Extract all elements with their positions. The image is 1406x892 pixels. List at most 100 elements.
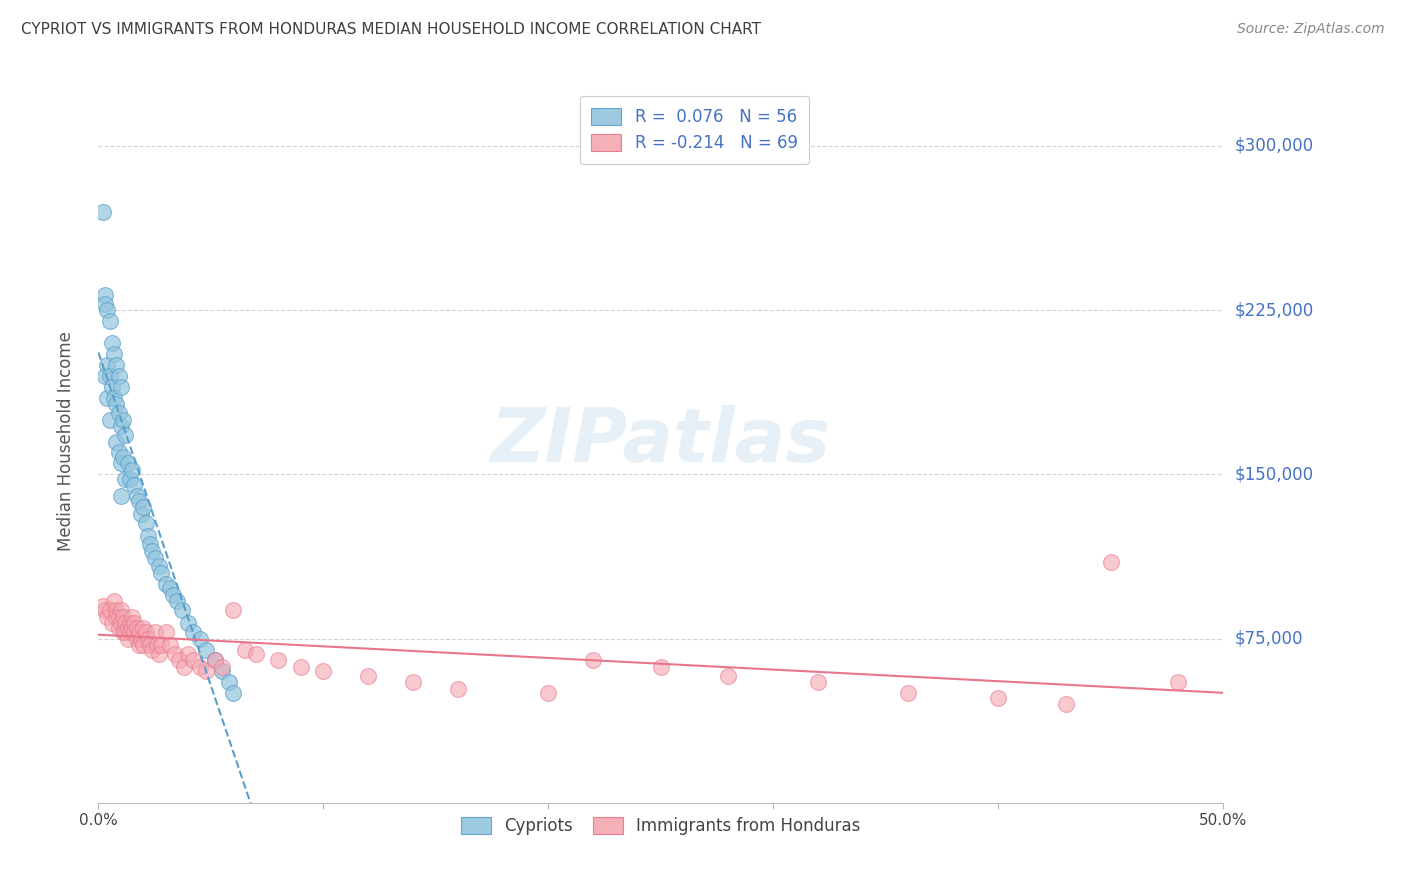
Point — [98, 314, 121, 328]
Point — [173, 660, 195, 674]
Point — [110, 457, 132, 471]
Point — [107, 609, 129, 624]
Point — [110, 489, 132, 503]
Point — [150, 638, 173, 652]
Point — [211, 660, 233, 674]
Point — [195, 642, 218, 657]
Point — [94, 603, 117, 617]
Point — [717, 669, 740, 683]
Y-axis label: Median Household Income: Median Household Income — [56, 332, 75, 551]
Point — [170, 603, 193, 617]
Point — [107, 406, 129, 420]
Point — [128, 625, 150, 640]
Point — [121, 463, 143, 477]
Point — [188, 632, 211, 646]
Legend: Cypriots, Immigrants from Honduras: Cypriots, Immigrants from Honduras — [451, 807, 870, 845]
Text: $75,000: $75,000 — [1234, 630, 1303, 648]
Point — [135, 516, 157, 530]
Point — [112, 609, 135, 624]
Point — [91, 204, 114, 219]
Point — [101, 380, 124, 394]
Point — [110, 603, 132, 617]
Point — [402, 675, 425, 690]
Point — [101, 336, 124, 351]
Point — [118, 625, 141, 640]
Point — [135, 625, 157, 640]
Point — [114, 428, 136, 442]
Point — [650, 660, 672, 674]
Point — [150, 566, 173, 580]
Point — [188, 660, 211, 674]
Point — [312, 665, 335, 679]
Point — [98, 368, 121, 383]
Point — [105, 358, 128, 372]
Point — [96, 358, 118, 372]
Point — [132, 621, 155, 635]
Point — [112, 450, 135, 464]
Point — [114, 616, 136, 631]
Point — [447, 681, 470, 696]
Point — [112, 625, 135, 640]
Point — [141, 544, 163, 558]
Point — [128, 493, 150, 508]
Point — [117, 621, 139, 635]
Point — [129, 632, 152, 646]
Point — [267, 653, 290, 667]
Point — [204, 653, 226, 667]
Point — [155, 577, 177, 591]
Point — [166, 594, 188, 608]
Point — [162, 588, 184, 602]
Text: $300,000: $300,000 — [1234, 137, 1313, 155]
Point — [987, 690, 1010, 705]
Point — [110, 616, 132, 631]
Point — [1099, 555, 1122, 569]
Point — [169, 653, 191, 667]
Point — [94, 368, 117, 383]
Point — [96, 609, 118, 624]
Point — [124, 625, 146, 640]
Point — [107, 368, 129, 383]
Point — [107, 445, 129, 459]
Point — [181, 653, 204, 667]
Point — [105, 603, 128, 617]
Point — [125, 632, 148, 646]
Point — [125, 621, 148, 635]
Point — [177, 647, 200, 661]
Point — [148, 647, 170, 661]
Point — [96, 391, 118, 405]
Point — [132, 500, 155, 515]
Point — [1054, 698, 1077, 712]
Point — [101, 616, 124, 631]
Point — [155, 625, 177, 640]
Point — [121, 621, 143, 635]
Point — [110, 380, 132, 394]
Point — [139, 638, 162, 652]
Point — [117, 457, 139, 471]
Point — [897, 686, 920, 700]
Point — [128, 638, 150, 652]
Point — [195, 665, 218, 679]
Point — [103, 391, 125, 405]
Point — [103, 347, 125, 361]
Text: ZIPatlas: ZIPatlas — [491, 405, 831, 478]
Point — [582, 653, 605, 667]
Text: Source: ZipAtlas.com: Source: ZipAtlas.com — [1237, 22, 1385, 37]
Point — [290, 660, 312, 674]
Point — [96, 303, 118, 318]
Point — [132, 638, 155, 652]
Point — [103, 594, 125, 608]
Point — [143, 550, 166, 565]
Point — [94, 288, 117, 302]
Point — [139, 537, 162, 551]
Point — [222, 603, 245, 617]
Point — [118, 616, 141, 631]
Text: $225,000: $225,000 — [1234, 301, 1313, 319]
Point — [125, 489, 148, 503]
Point — [218, 675, 240, 690]
Point — [112, 412, 135, 426]
Point — [105, 609, 128, 624]
Point — [114, 472, 136, 486]
Point — [143, 625, 166, 640]
Point — [537, 686, 560, 700]
Point — [136, 632, 159, 646]
